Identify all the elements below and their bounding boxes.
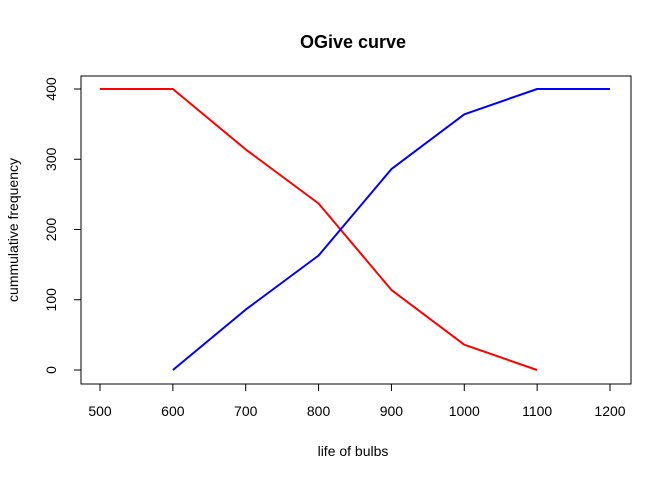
plot-frame	[80, 75, 632, 385]
series-line-1	[100, 88, 538, 371]
x-tick-label: 700	[234, 403, 258, 419]
x-axis: 500 600 700 800 900 1000 1100 1200	[88, 383, 626, 419]
y-tick-label: 100	[43, 288, 59, 312]
x-tick-label: 800	[307, 403, 331, 419]
y-tick-label: 400	[43, 77, 59, 101]
y-tick-label: 0	[43, 366, 59, 374]
x-tick-label: 1100	[522, 403, 552, 419]
x-tick-label: 600	[161, 403, 185, 419]
y-tick-label: 300	[43, 147, 59, 171]
series-line-2	[172, 88, 610, 371]
x-tick-label: 900	[380, 403, 404, 419]
x-tick-label: 1200	[594, 403, 625, 419]
y-axis-title: cummulative frequency	[5, 158, 21, 302]
chart-title: OGive curve	[300, 32, 406, 52]
y-axis: 0 100 200 300 400	[43, 77, 82, 374]
x-tick-label: 1000	[449, 403, 480, 419]
y-tick-label: 200	[43, 218, 59, 242]
x-axis-title: life of bulbs	[318, 443, 389, 459]
x-tick-label: 500	[88, 403, 112, 419]
series-layer	[100, 88, 610, 371]
